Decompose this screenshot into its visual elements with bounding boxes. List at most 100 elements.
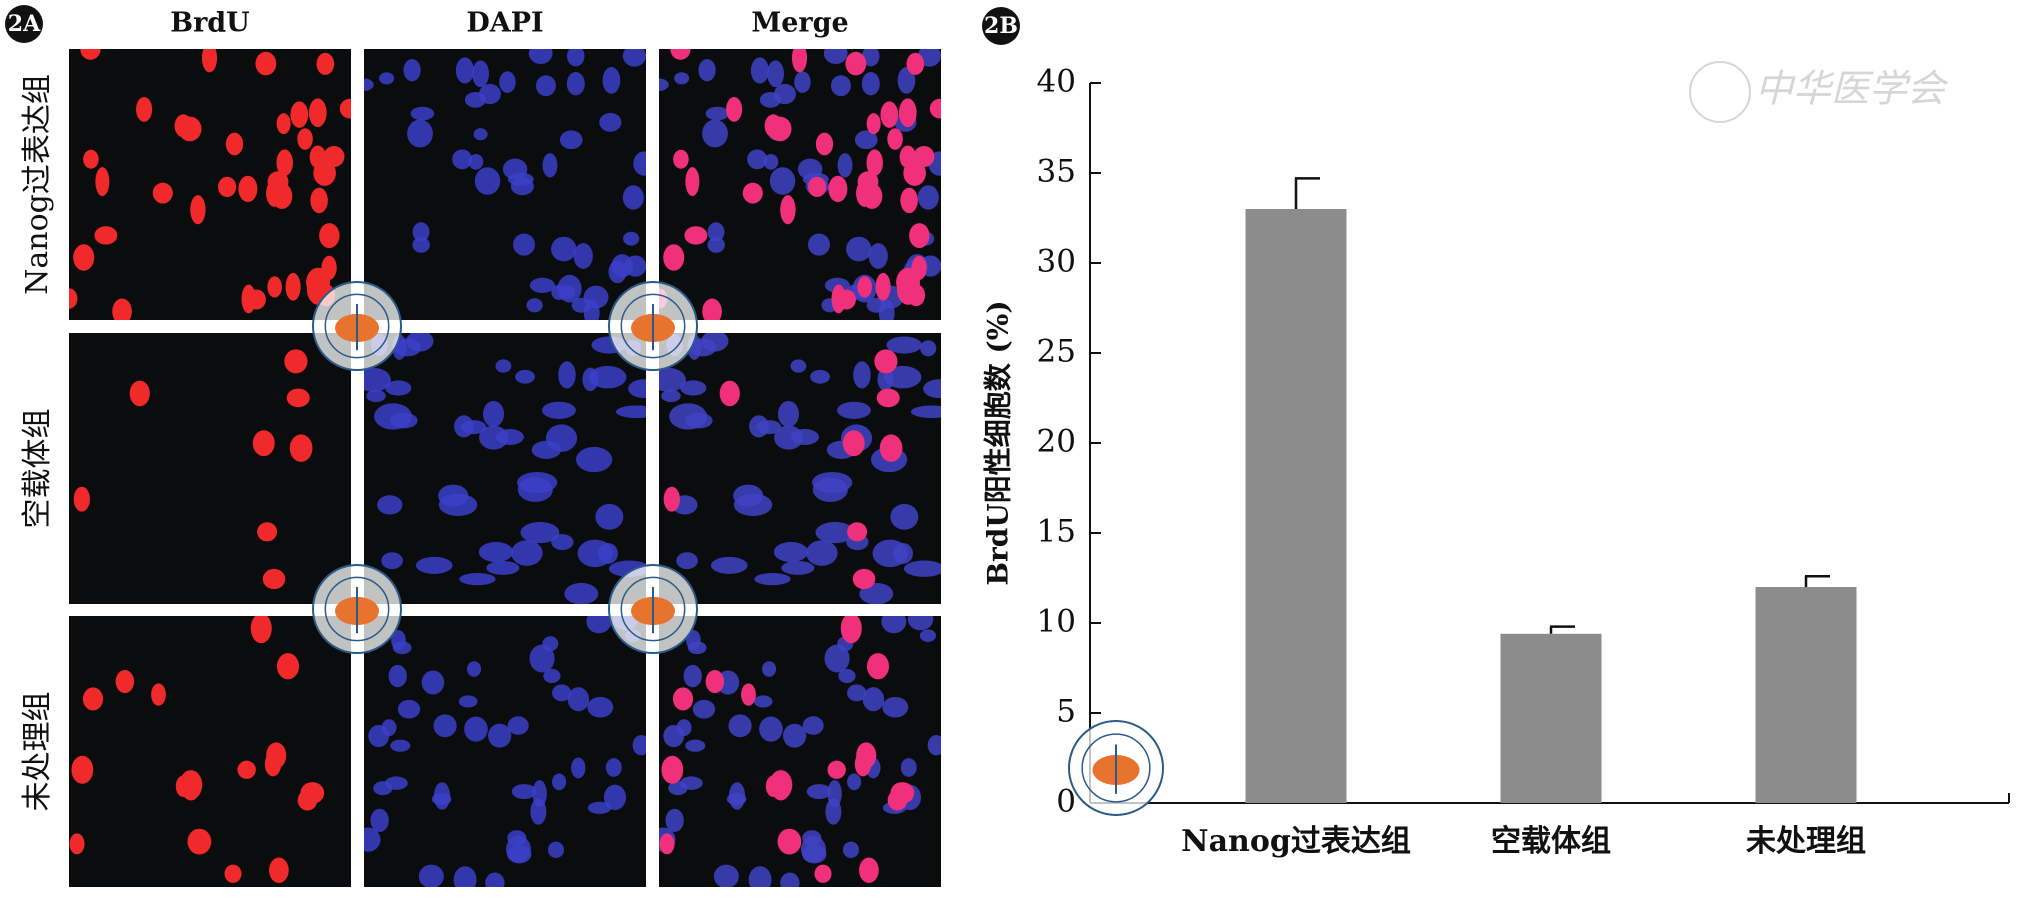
cell: [505, 835, 531, 863]
cell: [528, 49, 553, 65]
cell: [797, 158, 823, 180]
cells: [73, 349, 313, 590]
panel-label: 2A: [8, 11, 41, 37]
cell: [390, 739, 411, 752]
cell: [707, 222, 725, 242]
cell: [759, 91, 781, 108]
cell: [323, 146, 345, 168]
cell: [719, 380, 740, 407]
micrograph-bg: [659, 49, 941, 320]
cell: [698, 58, 716, 82]
cell: [875, 272, 891, 301]
cell: [866, 149, 883, 177]
cell: [458, 695, 478, 708]
cell: [837, 153, 853, 178]
cell: [842, 430, 865, 457]
cell: [520, 521, 560, 544]
cell: [622, 49, 646, 67]
cell: [866, 653, 890, 680]
cell: [370, 808, 389, 832]
cell: [478, 541, 514, 563]
cell: [913, 146, 935, 168]
cell: [602, 67, 621, 94]
cell: [217, 176, 237, 198]
y-tick-label: 25: [1037, 334, 1076, 370]
cell: [393, 338, 422, 357]
cell: [670, 49, 691, 60]
cell: [415, 556, 453, 574]
cell: [661, 755, 684, 784]
cell: [794, 71, 811, 93]
cell: [255, 51, 277, 76]
cell: [486, 560, 520, 575]
cell: [827, 780, 842, 808]
cell: [535, 75, 556, 97]
cells: [364, 616, 646, 887]
cell: [857, 276, 872, 298]
cell: [151, 683, 166, 706]
cell: [453, 866, 477, 887]
cell: [373, 781, 393, 796]
y-axis-label: BrdU阳性细胞数 (%): [982, 300, 1015, 585]
cell: [587, 801, 612, 814]
cell: [674, 72, 690, 85]
cell: [269, 857, 289, 884]
cell: [587, 696, 614, 718]
cell: [364, 827, 381, 852]
cell: [588, 365, 627, 389]
cell: [225, 132, 244, 156]
cell: [488, 723, 512, 748]
cell: [511, 784, 537, 800]
cell: [407, 119, 433, 148]
cell: [917, 185, 939, 210]
cell: [814, 864, 832, 883]
cell: [861, 49, 880, 67]
cell: [473, 128, 488, 141]
cell: [929, 98, 941, 119]
cell: [759, 716, 783, 742]
cell: [595, 503, 624, 530]
cell: [381, 552, 403, 570]
cell: [756, 420, 782, 435]
cell: [808, 233, 831, 256]
y-tick-label: 10: [1037, 604, 1076, 640]
cell: [827, 760, 846, 779]
cell: [69, 833, 85, 855]
cell: [468, 154, 484, 170]
cell: [633, 151, 646, 176]
cell: [237, 760, 256, 779]
x-tick-label: 未处理组: [1746, 824, 1866, 859]
cell: [632, 734, 646, 756]
cell: [71, 755, 94, 784]
cell: [802, 716, 824, 735]
cell: [773, 541, 809, 563]
cell: [412, 237, 430, 253]
cell: [566, 71, 585, 96]
cell: [663, 724, 685, 748]
y-tick-label: 5: [1056, 694, 1076, 730]
error-bar: [1294, 177, 1320, 209]
cell: [713, 864, 739, 887]
cell: [661, 389, 681, 403]
cell: [529, 644, 555, 673]
cell: [685, 739, 706, 752]
emblem-inner: [620, 576, 686, 642]
cell: [800, 835, 826, 863]
cell: [828, 175, 848, 203]
cell: [753, 695, 773, 708]
cell: [879, 434, 903, 462]
column-header: BrdU: [170, 8, 249, 39]
cell: [763, 154, 779, 170]
cell: [702, 119, 728, 148]
cell: [403, 58, 421, 82]
cell: [910, 405, 941, 419]
cell: [906, 52, 925, 75]
cell: [564, 582, 599, 604]
column-header: Merge: [751, 8, 848, 39]
cell: [791, 49, 808, 73]
micrograph-bg: [69, 49, 351, 320]
cell: [780, 195, 796, 225]
cell: [853, 361, 871, 389]
error-bar: [1549, 625, 1575, 634]
cells: [659, 616, 941, 887]
